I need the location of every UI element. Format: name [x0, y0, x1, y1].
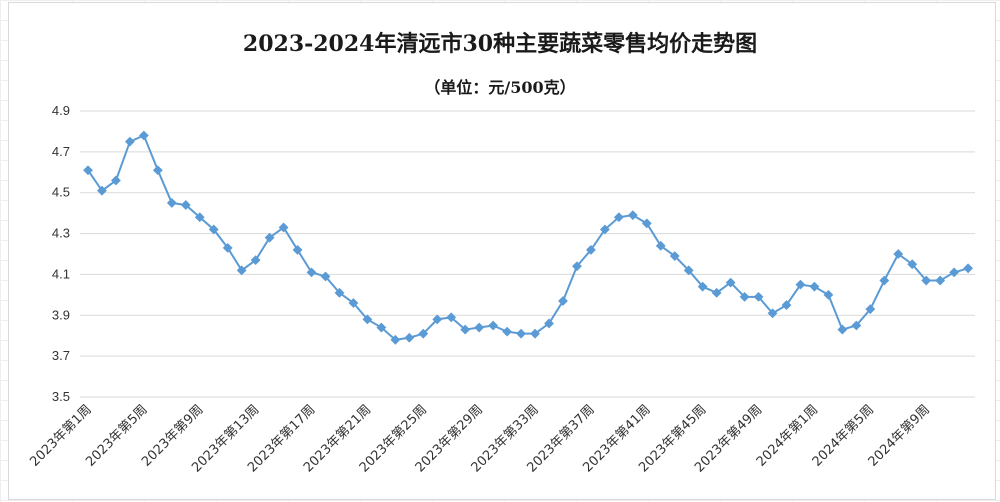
data-point-marker[interactable]	[418, 328, 429, 339]
data-point-marker[interactable]	[739, 291, 750, 302]
data-point-marker[interactable]	[530, 328, 540, 339]
series-line	[87, 134, 969, 341]
data-point-marker[interactable]	[893, 249, 904, 259]
data-point-marker[interactable]	[669, 251, 680, 261]
data-point-marker[interactable]	[180, 200, 191, 210]
chart-area[interactable]	[8, 2, 996, 500]
y-tick-label: 3.5	[52, 389, 70, 404]
data-point-marker[interactable]	[795, 279, 806, 290]
y-tick-label: 3.7	[52, 348, 70, 363]
data-point-marker[interactable]	[837, 324, 848, 335]
data-point-marker[interactable]	[809, 281, 820, 292]
gridlines	[80, 110, 975, 398]
data-point-marker[interactable]	[390, 334, 401, 345]
y-axis-ticks: 4.9 4.7 4.5 4.3 4.1 3.9 3.7 3.5	[52, 103, 70, 404]
data-point-marker[interactable]	[376, 322, 387, 333]
data-point-marker[interactable]	[446, 312, 457, 323]
data-point-marker[interactable]	[404, 332, 415, 343]
data-point-marker[interactable]	[655, 240, 666, 251]
data-point-marker[interactable]	[460, 324, 471, 335]
data-point-marker[interactable]	[125, 136, 135, 147]
data-point-marker[interactable]	[697, 281, 708, 292]
data-point-marker[interactable]	[138, 130, 149, 141]
data-point-marker[interactable]	[879, 275, 890, 286]
data-point-marker[interactable]	[599, 224, 610, 235]
data-point-marker[interactable]	[208, 224, 219, 235]
data-point-marker[interactable]	[544, 318, 554, 329]
data-point-marker[interactable]	[152, 165, 163, 176]
y-tick-label: 3.9	[52, 307, 70, 322]
data-point-marker[interactable]	[627, 210, 638, 221]
y-tick-label: 4.5	[52, 185, 70, 200]
data-point-marker[interactable]	[278, 222, 289, 233]
x-axis-ticks: 2023年第1周2023年第5周2023年第9周2023年第13周2023年第1…	[27, 402, 933, 475]
data-point-marker[interactable]	[613, 212, 624, 223]
data-point-marker[interactable]	[865, 304, 876, 315]
data-point-marker[interactable]	[83, 165, 93, 176]
data-point-marker[interactable]	[362, 314, 373, 325]
data-point-marker[interactable]	[236, 265, 247, 276]
data-point-marker[interactable]	[949, 267, 960, 278]
data-point-marker[interactable]	[111, 175, 121, 186]
data-point-marker[interactable]	[907, 259, 918, 270]
data-point-marker[interactable]	[320, 271, 331, 282]
data-point-marker[interactable]	[767, 308, 778, 319]
data-point-marker[interactable]	[851, 320, 862, 331]
data-point-marker[interactable]	[558, 296, 568, 306]
y-tick-label: 4.3	[52, 226, 70, 241]
data-point-marker[interactable]	[641, 218, 652, 229]
data-point-marker[interactable]	[97, 185, 107, 196]
data-point-marker[interactable]	[921, 275, 932, 286]
data-point-marker[interactable]	[306, 267, 317, 278]
data-point-marker[interactable]	[586, 245, 596, 255]
data-point-marker[interactable]	[474, 322, 485, 333]
data-point-marker[interactable]	[264, 232, 275, 243]
data-point-marker[interactable]	[711, 287, 722, 298]
data-point-marker[interactable]	[935, 275, 946, 286]
data-point-marker[interactable]	[250, 255, 261, 266]
data-point-marker[interactable]	[823, 289, 834, 300]
data-point-marker[interactable]	[348, 298, 359, 308]
data-point-marker[interactable]	[781, 300, 792, 310]
data-point-marker[interactable]	[725, 277, 736, 288]
series-layer	[83, 130, 974, 345]
data-point-marker[interactable]	[222, 242, 233, 253]
data-point-marker[interactable]	[292, 245, 303, 255]
data-point-marker[interactable]	[334, 287, 345, 298]
data-point-marker[interactable]	[683, 265, 694, 276]
data-point-marker[interactable]	[166, 198, 177, 208]
data-point-marker[interactable]	[753, 291, 764, 302]
data-point-marker[interactable]	[516, 328, 526, 339]
y-tick-label: 4.1	[52, 266, 70, 281]
chart-title: 2023-2024年清远市30种主要蔬菜零售均价走势图	[242, 31, 758, 57]
data-point-marker[interactable]	[432, 314, 443, 325]
data-point-marker[interactable]	[572, 261, 582, 272]
y-tick-label: 4.9	[52, 103, 70, 118]
data-point-marker[interactable]	[502, 326, 513, 337]
data-point-marker[interactable]	[194, 212, 205, 223]
data-point-marker[interactable]	[963, 263, 974, 274]
y-tick-label: 4.7	[52, 144, 70, 159]
data-point-marker[interactable]	[488, 320, 499, 331]
chart-subtitle: （单位：元/500克）	[424, 78, 576, 97]
